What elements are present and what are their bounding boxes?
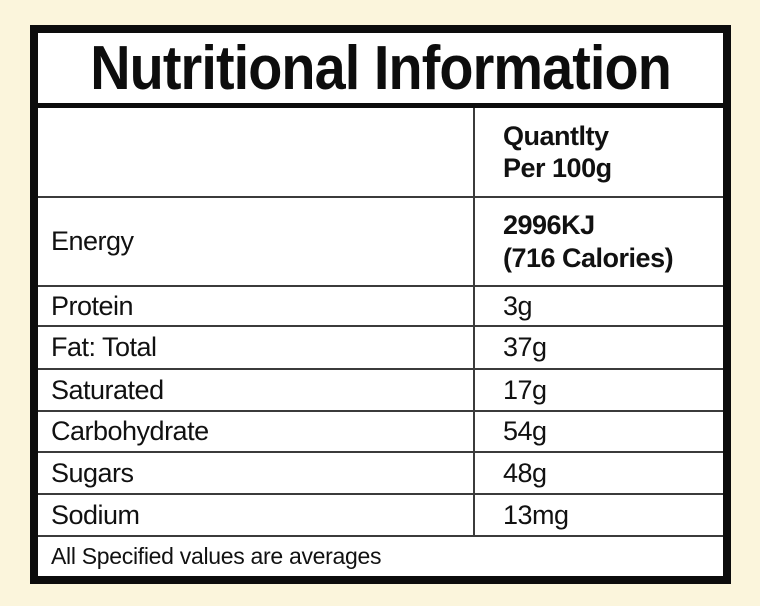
table-row-energy: Energy 2996KJ (716 Calories) bbox=[38, 198, 723, 287]
row-value: 37g bbox=[503, 332, 547, 363]
row-value-cell: 37g bbox=[475, 327, 723, 368]
row-value: 54g bbox=[503, 416, 547, 447]
table-row-carbohydrate: Carbohydrate 54g bbox=[38, 412, 723, 453]
header-empty-cell bbox=[38, 108, 475, 196]
row-label-cell: Protein bbox=[38, 287, 475, 325]
table-row-protein: Protein 3g bbox=[38, 287, 723, 327]
row-label-cell: Fat: Total bbox=[38, 327, 475, 368]
row-value-cell: 54g bbox=[475, 412, 723, 451]
row-value: 13mg bbox=[503, 499, 569, 530]
quantity-header-line2: Per 100g bbox=[503, 153, 612, 183]
row-label-cell: Energy bbox=[38, 198, 475, 285]
row-label: Carbohydrate bbox=[51, 416, 209, 447]
quantity-header-line1: Quantlty bbox=[503, 120, 609, 151]
energy-kj-value: 2996KJ bbox=[503, 210, 595, 241]
table-row-saturated: Saturated 17g bbox=[38, 370, 723, 412]
row-value: 48g bbox=[503, 457, 547, 488]
row-value-cell: 17g bbox=[475, 370, 723, 410]
row-value-cell: 48g bbox=[475, 453, 723, 493]
row-value-cell: 13mg bbox=[475, 495, 723, 535]
row-label: Sugars bbox=[51, 457, 134, 488]
row-label: Energy bbox=[51, 226, 134, 257]
row-label: Sodium bbox=[51, 499, 140, 530]
row-value-cell: 3g bbox=[475, 287, 723, 325]
table-header-row: Quantlty Per 100g bbox=[38, 108, 723, 198]
label-title: Nutritional Information bbox=[90, 33, 672, 103]
row-label-cell: Saturated bbox=[38, 370, 475, 410]
row-label-cell: Sodium bbox=[38, 495, 475, 535]
row-value: 17g bbox=[503, 374, 547, 405]
label-title-bar: Nutritional Information bbox=[38, 33, 723, 108]
row-label: Fat: Total bbox=[51, 332, 157, 363]
row-label: Protein bbox=[51, 290, 134, 321]
label-footer-note: All Specified values are averages bbox=[38, 537, 723, 576]
energy-calories-value: (716 Calories) bbox=[503, 242, 674, 273]
row-label-cell: Carbohydrate bbox=[38, 412, 475, 451]
table-row-sodium: Sodium 13mg bbox=[38, 495, 723, 537]
nutrition-label: Nutritional Information Quantlty Per 100… bbox=[30, 25, 731, 584]
row-value: 3g bbox=[503, 290, 533, 321]
table-row-fat-total: Fat: Total 37g bbox=[38, 327, 723, 370]
row-label-cell: Sugars bbox=[38, 453, 475, 493]
row-value-cell: 2996KJ (716 Calories) bbox=[475, 198, 723, 285]
table-row-sugars: Sugars 48g bbox=[38, 453, 723, 495]
footer-text: All Specified values are averages bbox=[51, 543, 382, 569]
quantity-header-cell: Quantlty Per 100g bbox=[475, 108, 723, 196]
row-label: Saturated bbox=[51, 374, 164, 405]
